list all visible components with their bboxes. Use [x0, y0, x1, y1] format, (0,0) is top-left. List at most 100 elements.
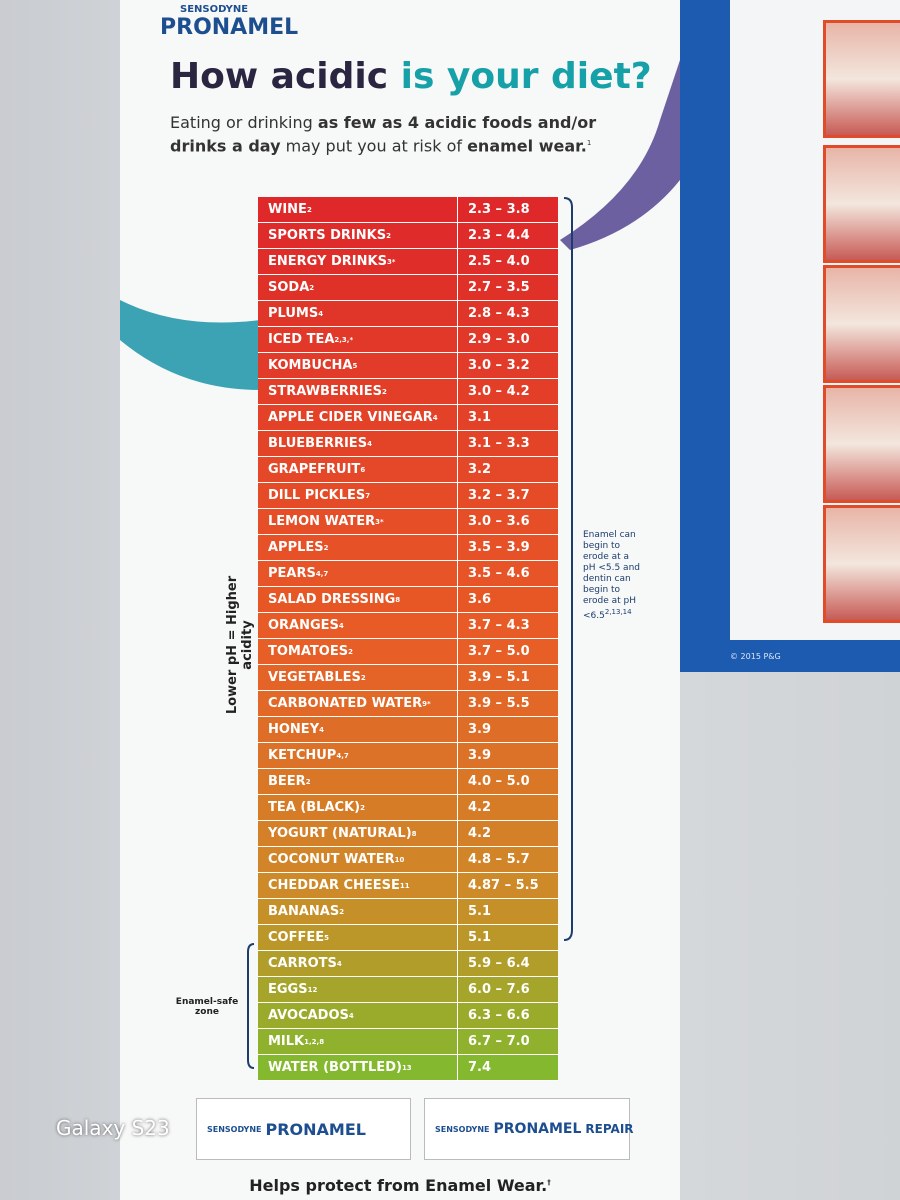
ph-value: 3.1 – 3.3 — [468, 436, 530, 451]
reference: 2,3,* — [334, 335, 354, 344]
food-cell: CHEDDAR CHEESE 11 — [258, 873, 458, 898]
food-cell: EGGS 12 — [258, 977, 458, 1002]
reference: 3* — [386, 257, 396, 266]
food-cell: TOMATOES 2 — [258, 639, 458, 664]
reference: 4 — [318, 309, 324, 318]
food-name: ORANGES — [268, 618, 339, 633]
decoration — [120, 60, 680, 390]
ph-value: 3.0 – 3.2 — [468, 358, 530, 373]
table-row: SODA 2 2.7 – 3.5 — [258, 275, 558, 301]
reference: 4 — [319, 725, 324, 734]
reference: 10 — [394, 855, 405, 864]
table-row: ORANGES 4 3.7 – 4.3 — [258, 613, 558, 639]
table-row: HONEY 4 3.9 — [258, 717, 558, 743]
reference: 6 — [360, 465, 366, 474]
ph-value: 3.7 – 4.3 — [468, 618, 530, 633]
table-row: LEMON WATER 3* 3.0 – 3.6 — [258, 509, 558, 535]
reference: 4,7 — [315, 569, 329, 578]
table-row: KETCHUP 4,7 3.9 — [258, 743, 558, 769]
food-name: SPORTS DRINKS — [268, 228, 387, 243]
food-name: SODA — [268, 280, 310, 295]
food-name: APPLE CIDER VINEGAR — [268, 410, 433, 425]
food-name: BLUEBERRIES — [268, 436, 368, 451]
food-name: KOMBUCHA — [268, 358, 353, 373]
brand-name: PRONAMEL — [160, 15, 299, 40]
table-row: PEARS 4,7 3.5 – 4.6 — [258, 561, 558, 587]
reference: 13 — [401, 1063, 412, 1072]
reference: 2,13,14 — [604, 608, 632, 616]
subtitle-part: as few as 4 acidic foods and/or drinks a… — [170, 113, 597, 156]
product-maker: SENSODYNE — [435, 1124, 490, 1134]
reference: 2 — [386, 231, 391, 240]
safe-bracket — [247, 943, 255, 1069]
ph-value: 3.5 – 4.6 — [468, 566, 530, 581]
food-cell: BLUEBERRIES 4 — [258, 431, 458, 456]
food-name: GRAPEFRUIT — [268, 462, 361, 477]
food-cell: PEARS 4,7 — [258, 561, 458, 586]
tooth-image — [823, 505, 900, 623]
food-cell: ORANGES 4 — [258, 613, 458, 638]
ph-value: 3.6 — [468, 592, 492, 607]
table-row: WATER (BOTTLED) 13 7.4 — [258, 1055, 558, 1081]
table-row: TOMATOES 2 3.7 – 5.0 — [258, 639, 558, 665]
product-name: PRONAMEL — [265, 1119, 366, 1139]
table-row: TEA (BLACK) 2 4.2 — [258, 795, 558, 821]
table-row: BANANAS 2 5.1 — [258, 899, 558, 925]
food-name: COFFEE — [268, 930, 325, 945]
side-label: Lower pH = Higher acidity — [225, 575, 255, 715]
ph-value: 3.5 – 3.9 — [468, 540, 530, 555]
food-cell: MILK 1,2,8 — [258, 1029, 458, 1054]
ph-value: 2.7 – 3.5 — [468, 280, 530, 295]
food-cell: STRAWBERRIES 2 — [258, 379, 458, 404]
food-name: PEARS — [268, 566, 316, 581]
food-name: CARBONATED WATER — [268, 696, 423, 711]
ph-value: 5.1 — [468, 904, 492, 919]
product-maker: SENSODYNE — [207, 1124, 262, 1134]
brackets — [563, 197, 573, 941]
product-box: SENSODYNE PRONAMEL — [196, 1098, 411, 1160]
food-name: WINE — [268, 202, 307, 217]
table-row: SALAD DRESSING 8 3.6 — [258, 587, 558, 613]
food-name: STRAWBERRIES — [268, 384, 382, 399]
food-name: BANANAS — [268, 904, 340, 919]
food-cell: CARBONATED WATER 9* — [258, 691, 458, 716]
ph-value: 3.9 — [468, 722, 492, 737]
food-name: ENERGY DRINKS — [268, 254, 387, 269]
food-cell: AVOCADOS 4 — [258, 1003, 458, 1028]
table-row: YOGURT (NATURAL) 8 4.2 — [258, 821, 558, 847]
reference: 9* — [422, 699, 431, 708]
ph-value: 3.2 — [468, 462, 492, 477]
ph-value: 2.8 – 4.3 — [468, 306, 530, 321]
title: How acidic is your diet? — [170, 56, 652, 97]
food-cell: SODA 2 — [258, 275, 458, 300]
food-name: MILK — [268, 1034, 305, 1049]
brand-maker: SENSODYNE — [180, 4, 249, 15]
reference: 2 — [306, 205, 312, 214]
food-cell: KETCHUP 4,7 — [258, 743, 458, 768]
table-row: ICED TEA 2,3,* 2.9 – 3.0 — [258, 327, 558, 353]
table-row: AVOCADOS 4 6.3 – 6.6 — [258, 1003, 558, 1029]
subtitle-part: Eating or drinking — [170, 113, 318, 132]
food-name: TOMATOES — [268, 644, 349, 659]
reference: 4 — [338, 621, 344, 630]
reference: 2 — [348, 647, 353, 656]
food-name: CHEDDAR CHEESE — [268, 878, 400, 893]
table-row: PLUMS 4 2.8 – 4.3 — [258, 301, 558, 327]
ph-value: 3.2 – 3.7 — [468, 488, 530, 503]
food-cell: CARROTS 4 — [258, 951, 458, 976]
watermark: Galaxy S23 — [56, 1116, 170, 1140]
table-row: SPORTS DRINKS 2 2.3 – 4.4 — [258, 223, 558, 249]
table-row: CARBONATED WATER 9* 3.9 – 5.5 — [258, 691, 558, 717]
food-cell: KOMBUCHA 5 — [258, 353, 458, 378]
ph-value: 4.87 – 5.5 — [468, 878, 539, 893]
table-row: EGGS 12 6.0 – 7.6 — [258, 977, 558, 1003]
reference: 1,2,8 — [304, 1037, 325, 1046]
food-name: PLUMS — [268, 306, 319, 321]
reference: 7 — [365, 491, 371, 500]
table-row: BLUEBERRIES 4 3.1 – 3.3 — [258, 431, 558, 457]
food-name: VEGETABLES — [268, 670, 361, 685]
food-cell: GRAPEFRUIT 6 — [258, 457, 458, 482]
food-cell: LEMON WATER 3* — [258, 509, 458, 534]
bracket-note-text: Enamel can begin to erode at a pH <5.5 a… — [583, 530, 640, 621]
reference: 2 — [309, 283, 315, 292]
